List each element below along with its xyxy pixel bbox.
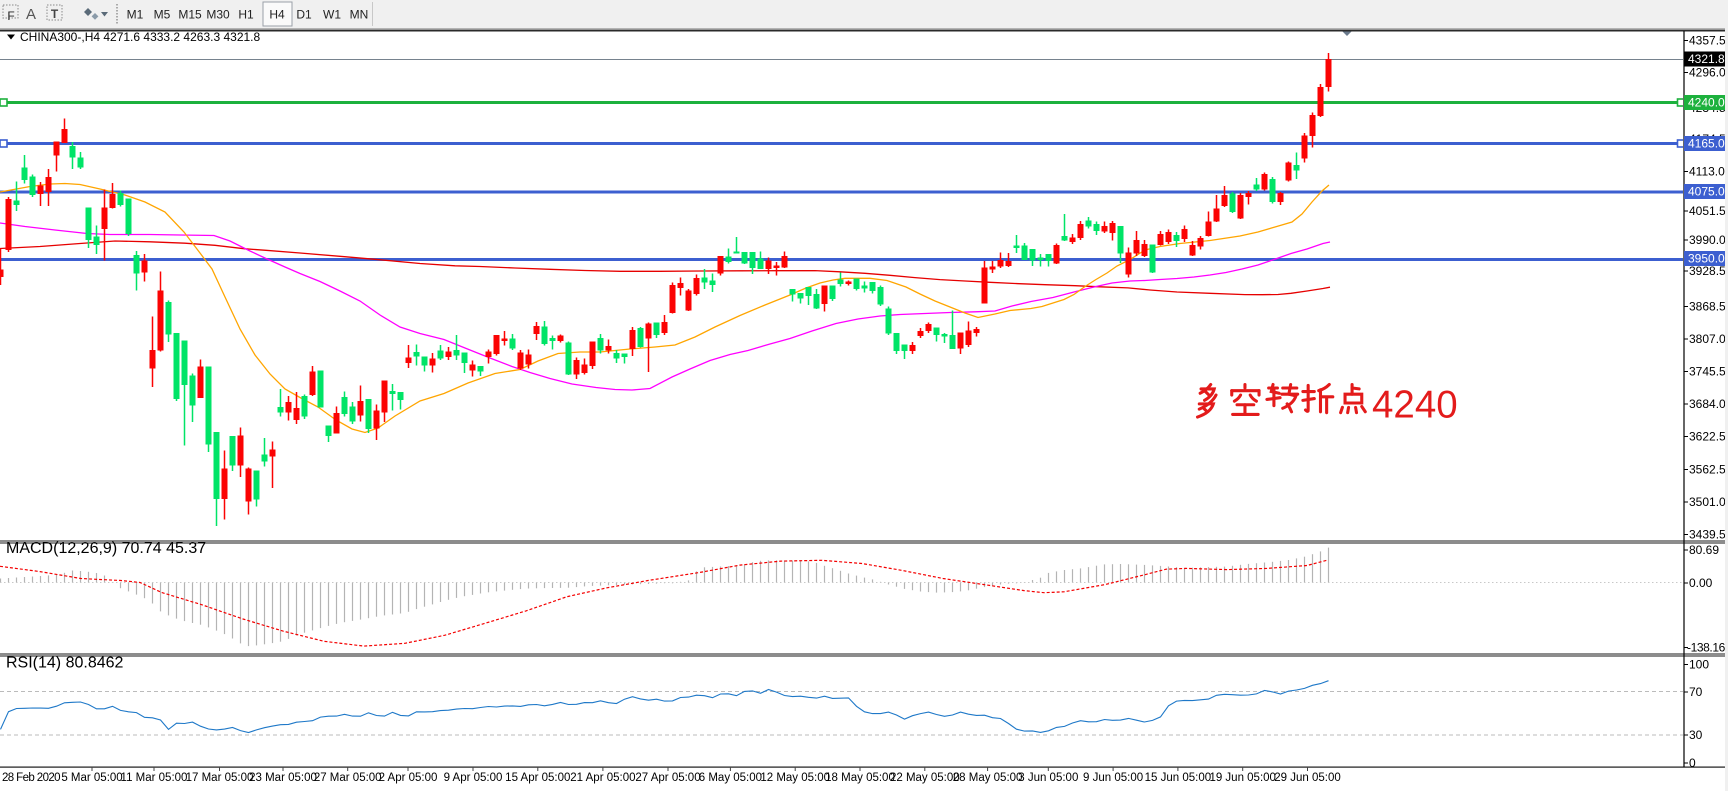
svg-text:11 Mar 05:00: 11 Mar 05:00: [121, 772, 188, 784]
svg-text:23 Mar 05:00: 23 Mar 05:00: [249, 772, 317, 784]
svg-text:22 May 05:00: 22 May 05:00: [890, 772, 960, 784]
svg-text:4321.8: 4321.8: [1688, 52, 1725, 66]
svg-text:H1: H1: [238, 8, 254, 22]
svg-text:3990.0: 3990.0: [1689, 233, 1726, 247]
svg-text:4113.0: 4113.0: [1689, 165, 1725, 179]
svg-text:3950.0: 3950.0: [1688, 252, 1725, 266]
svg-text:9 Jun 05:00: 9 Jun 05:00: [1083, 772, 1143, 784]
svg-text:19 Jun 05:00: 19 Jun 05:00: [1209, 772, 1276, 784]
svg-text:3 Jun 05:00: 3 Jun 05:00: [1018, 772, 1078, 784]
svg-text:4240: 4240: [1372, 384, 1458, 427]
svg-text:2 Apr 05:00: 2 Apr 05:00: [379, 772, 438, 784]
svg-text:4075.0: 4075.0: [1688, 185, 1725, 199]
svg-text:5 Mar 05:00: 5 Mar 05:00: [61, 772, 122, 784]
svg-text:21 Apr 05:00: 21 Apr 05:00: [570, 772, 635, 784]
svg-text:27 Mar 05:00: 27 Mar 05:00: [314, 772, 382, 784]
svg-text:D1: D1: [296, 8, 312, 22]
svg-text:4165.0: 4165.0: [1688, 137, 1725, 151]
svg-text:H4: H4: [269, 8, 285, 22]
svg-text:3501.0: 3501.0: [1689, 495, 1726, 509]
svg-text:100: 100: [1689, 658, 1709, 672]
svg-text:4051.5: 4051.5: [1689, 204, 1726, 218]
svg-text:A: A: [26, 6, 36, 23]
svg-text:28 Feb 2020: 28 Feb 2020: [2, 772, 60, 784]
svg-text:M15: M15: [178, 8, 202, 22]
svg-text:12 May 05:00: 12 May 05:00: [760, 772, 830, 784]
svg-text:17 Mar 05:00: 17 Mar 05:00: [186, 772, 254, 784]
svg-text:27 Apr 05:00: 27 Apr 05:00: [635, 772, 700, 784]
svg-text:9 Apr 05:00: 9 Apr 05:00: [444, 772, 503, 784]
svg-text:M30: M30: [206, 8, 230, 22]
svg-text:3439.5: 3439.5: [1689, 528, 1726, 542]
svg-text:W1: W1: [323, 8, 341, 22]
svg-text:70: 70: [1689, 685, 1703, 699]
svg-text:3868.5: 3868.5: [1689, 300, 1726, 314]
svg-text:3622.5: 3622.5: [1689, 430, 1726, 444]
svg-text:RSI(14) 80.8462: RSI(14) 80.8462: [6, 655, 124, 672]
svg-text:15 Jun 05:00: 15 Jun 05:00: [1145, 772, 1212, 784]
svg-text:F: F: [7, 9, 14, 23]
svg-text:4240.0: 4240.0: [1688, 96, 1725, 110]
svg-text:3928.5: 3928.5: [1689, 264, 1726, 278]
svg-text:4296.0: 4296.0: [1689, 66, 1726, 80]
svg-text:30: 30: [1689, 728, 1703, 742]
svg-text:4357.5: 4357.5: [1689, 34, 1726, 48]
svg-text:0.00: 0.00: [1689, 576, 1713, 590]
svg-text:3807.0: 3807.0: [1689, 332, 1726, 346]
svg-text:18 May 05:00: 18 May 05:00: [825, 772, 895, 784]
svg-text:-138.16: -138.16: [1687, 641, 1726, 655]
svg-text:MACD(12,26,9) 70.74 45.37: MACD(12,26,9) 70.74 45.37: [6, 540, 206, 557]
svg-text:3562.5: 3562.5: [1689, 463, 1726, 477]
svg-text:M5: M5: [154, 8, 171, 22]
svg-text:3684.0: 3684.0: [1689, 397, 1726, 411]
svg-text:28 May 05:00: 28 May 05:00: [953, 772, 1023, 784]
svg-text:80.69: 80.69: [1689, 543, 1719, 557]
svg-text:M1: M1: [127, 8, 144, 22]
svg-text:6 May 05:00: 6 May 05:00: [699, 772, 762, 784]
svg-text:3745.5: 3745.5: [1689, 365, 1726, 379]
svg-text:MN: MN: [350, 8, 369, 22]
svg-text:0: 0: [1689, 756, 1696, 770]
svg-text:29 Jun 05:00: 29 Jun 05:00: [1274, 772, 1341, 784]
svg-text:15 Apr 05:00: 15 Apr 05:00: [505, 772, 570, 784]
svg-text:T: T: [51, 7, 59, 21]
svg-text:CHINA300-,H4 4271.6 4333.2 42: CHINA300-,H4 4271.6 4333.2 4263.3 4321.8: [20, 30, 261, 44]
